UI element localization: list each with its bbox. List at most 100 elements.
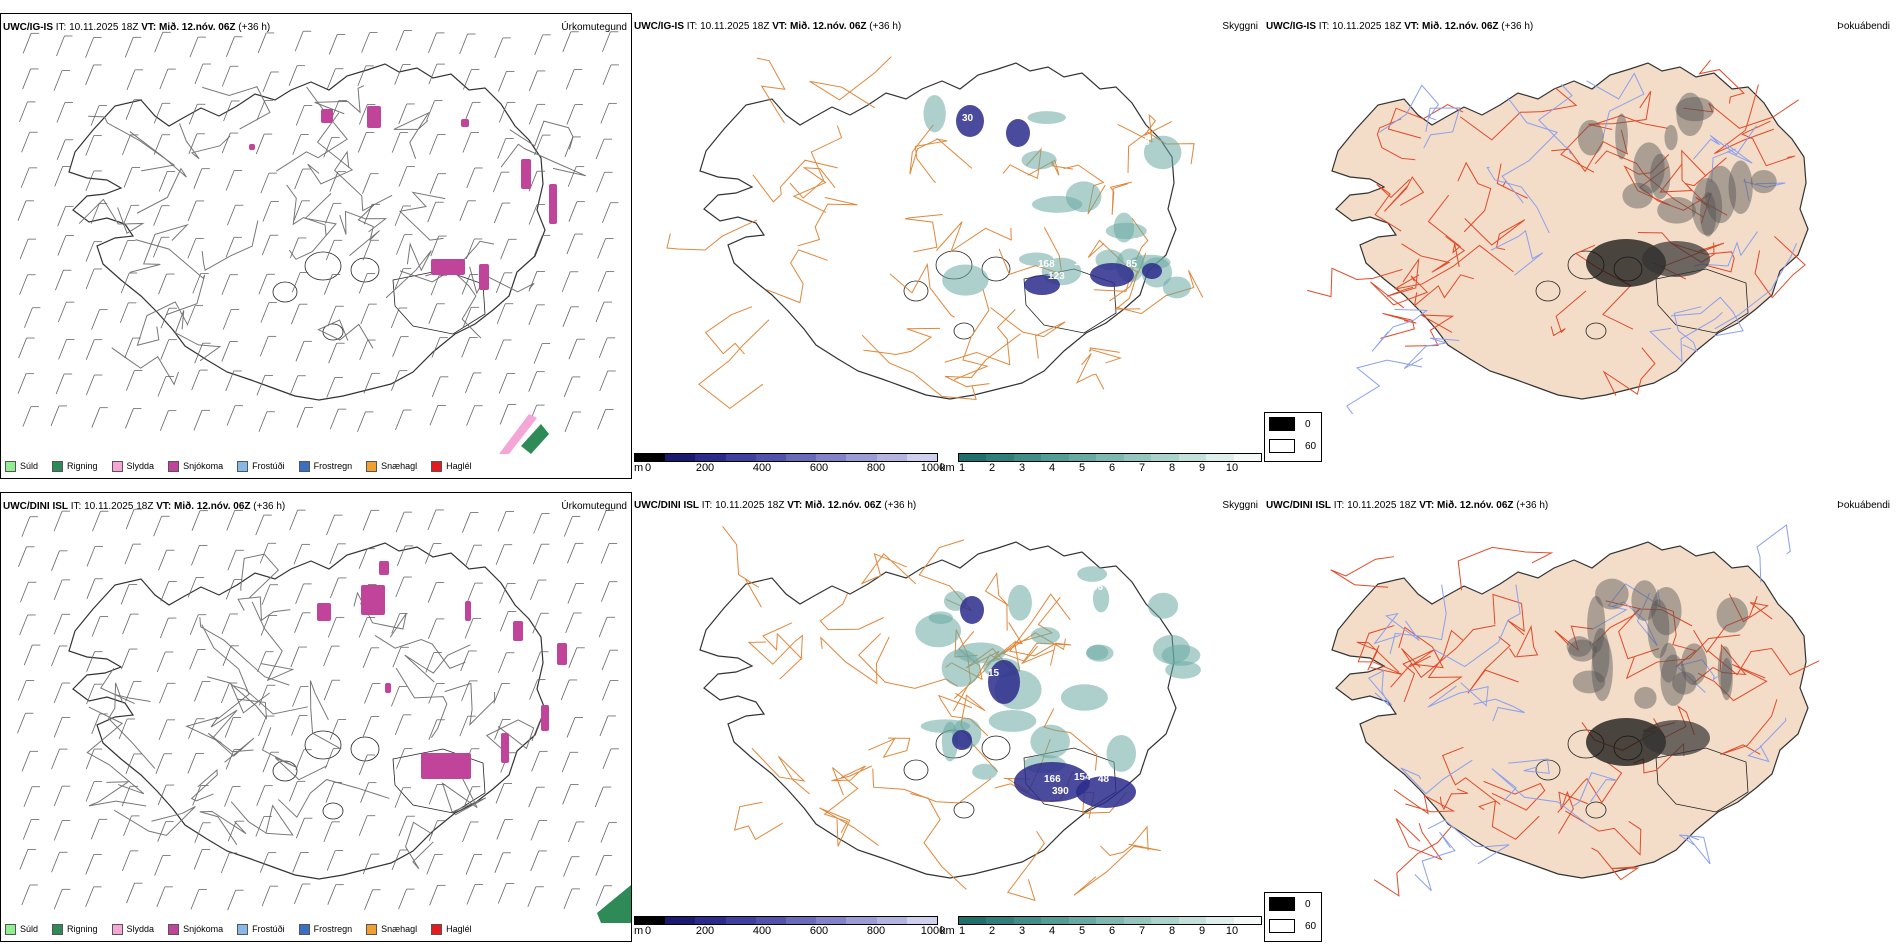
- wind-barb: [17, 200, 27, 221]
- iceland-group: [666, 56, 1204, 410]
- legend-label: Haglél: [446, 461, 472, 471]
- wind-barb: [325, 782, 335, 803]
- wind-barb: [600, 822, 610, 843]
- road-line: [201, 624, 250, 720]
- wind-barb: [527, 886, 537, 907]
- legend-label: Snæhagl: [381, 924, 418, 934]
- wind-barb: [565, 612, 575, 634]
- wind-barb: [602, 202, 611, 223]
- visibility-km-area: [1143, 135, 1182, 170]
- road-line: [286, 184, 327, 236]
- fog-legend-item: 0: [1269, 893, 1321, 915]
- wind-barb: [85, 241, 95, 262]
- wind-barb: [292, 686, 301, 707]
- wind-barb: [153, 516, 163, 537]
- wind-barb: [191, 510, 201, 531]
- wind-barb: [125, 408, 134, 429]
- wind-barb: [560, 679, 570, 701]
- legend-label: Rigning: [67, 924, 98, 934]
- wind-barb: [466, 405, 475, 426]
- tick-label: 1: [958, 925, 966, 937]
- road-line: [872, 768, 992, 804]
- wind-barb: [124, 37, 134, 58]
- fog-index-area: [1659, 642, 1678, 683]
- wind-barb: [361, 32, 370, 53]
- wind-barb: [85, 339, 95, 360]
- wind-barb: [496, 303, 506, 324]
- wind-barb: [157, 821, 167, 842]
- tick-label: 3: [1018, 462, 1026, 474]
- visibility-value-label: 166: [1044, 774, 1061, 785]
- wind-barb: [124, 543, 134, 565]
- wind-barb: [293, 883, 303, 905]
- wind-barb: [495, 783, 505, 804]
- wind-barb: [123, 167, 133, 188]
- road-line: [441, 778, 487, 816]
- wind-barb: [398, 103, 408, 125]
- wind-barb: [568, 339, 578, 360]
- wind-barb: [225, 170, 235, 191]
- wind-barb: [160, 339, 170, 360]
- visibility-km-area: [915, 614, 962, 648]
- wind-barb: [328, 34, 338, 55]
- visibility-km-area: [988, 710, 1037, 732]
- road-line: [1403, 337, 1460, 370]
- precip-type-panel-row1: UWC/IG-IS IT: 10.11.2025 18Z VT: Mið. 12…: [0, 13, 632, 479]
- wind-barb: [18, 337, 27, 359]
- precip-type-title: Úrkomutegund: [561, 22, 627, 33]
- panel-title: UWC/IG-IS IT: 10.11.2025 18Z VT: Mið. 12…: [634, 21, 902, 32]
- wind-barb: [221, 274, 231, 295]
- legend-swatch: [366, 460, 378, 472]
- snow-area: [461, 119, 469, 127]
- road-line: [1670, 296, 1744, 337]
- wind-barb: [595, 885, 605, 906]
- wind-barb: [532, 613, 542, 634]
- wind-barb: [51, 852, 60, 873]
- wind-barb: [466, 167, 476, 189]
- fog-panel-row1: UWC/IG-IS IT: 10.11.2025 18Z VT: Mið. 12…: [1264, 13, 1900, 479]
- wind-barb: [86, 578, 96, 599]
- tick-label: 8: [1168, 925, 1176, 937]
- wind-barb: [220, 682, 230, 704]
- visibility-value-label: 35: [1000, 103, 1012, 114]
- wind-barb: [329, 543, 339, 565]
- wind-barb: [395, 511, 405, 533]
- visibility-m-area: [952, 730, 972, 750]
- glacier-outline: [903, 280, 929, 302]
- wind-barb: [262, 201, 272, 222]
- wind-barb: [359, 104, 368, 125]
- legend-swatch: [111, 460, 123, 472]
- wind-barb: [86, 546, 96, 567]
- iceland-group: [1307, 59, 1809, 415]
- wind-barb: [528, 371, 538, 392]
- wind-barb: [227, 820, 237, 842]
- wind-barb: [497, 511, 507, 532]
- road-line: [1490, 229, 1544, 276]
- wind-barb: [431, 337, 441, 358]
- panel-title: UWC/DINI ISL IT: 10.11.2025 18Z VT: Mið.…: [634, 500, 917, 511]
- wind-barb: [429, 173, 439, 194]
- legend-item-5: Frostregn: [298, 460, 352, 472]
- visibility-km-area: [1162, 276, 1191, 299]
- road-line: [339, 210, 388, 235]
- wind-barb: [533, 235, 543, 256]
- wind-barb: [262, 752, 272, 773]
- visibility-value-label: 19: [1148, 684, 1160, 695]
- legend-label: Haglél: [446, 924, 472, 934]
- wind-barb: [398, 816, 408, 837]
- wind-barb: [426, 100, 435, 121]
- wind-barb: [187, 200, 197, 222]
- tick-label: 1000: [920, 462, 946, 474]
- road-line: [733, 801, 783, 841]
- legend-item-5: Frostregn: [298, 923, 352, 935]
- legend-item-1: Rigning: [52, 923, 98, 935]
- road-line: [1457, 546, 1554, 591]
- wind-barb: [324, 203, 334, 224]
- snow-area: [361, 585, 385, 615]
- visibility-km-area: [942, 264, 989, 296]
- road-line: [1459, 87, 1578, 141]
- wind-barb: [221, 132, 231, 154]
- road-line: [1432, 584, 1521, 668]
- wind-barb: [188, 104, 198, 125]
- wind-barb: [461, 680, 470, 702]
